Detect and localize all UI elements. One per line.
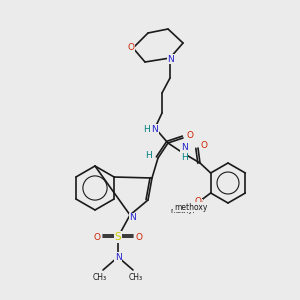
Text: H: H <box>181 152 188 161</box>
Text: N: N <box>181 143 188 152</box>
Text: O: O <box>194 197 201 206</box>
Text: O: O <box>136 232 142 242</box>
Text: S: S <box>115 232 121 242</box>
Text: O: O <box>128 44 134 52</box>
Text: N: N <box>130 214 136 223</box>
Text: H: H <box>144 124 150 134</box>
Text: O: O <box>94 232 100 242</box>
Text: O: O <box>195 200 202 208</box>
Text: CH₃: CH₃ <box>129 274 143 283</box>
Text: O: O <box>187 131 194 140</box>
Text: CH₃: CH₃ <box>93 274 107 283</box>
Text: H: H <box>145 151 152 160</box>
Text: O: O <box>200 140 208 149</box>
Text: N: N <box>115 253 122 262</box>
Text: methoxy: methoxy <box>174 202 207 211</box>
Text: methyl: methyl <box>170 208 195 214</box>
Text: N: N <box>152 124 158 134</box>
Text: N: N <box>168 55 174 64</box>
